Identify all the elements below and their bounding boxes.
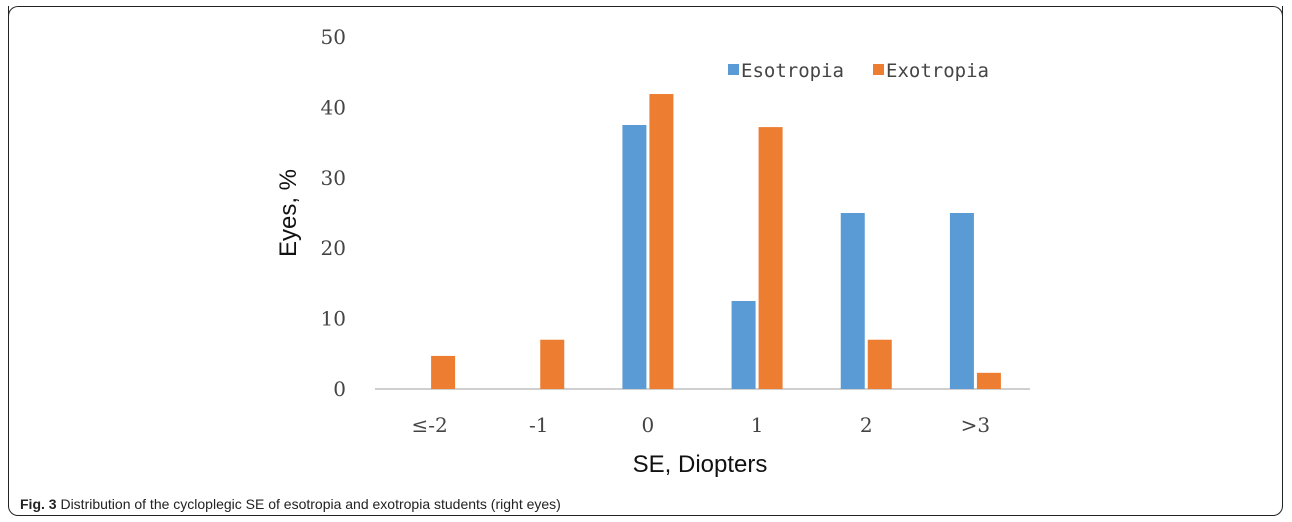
y-tick-label: 10 [321,307,346,331]
figure-caption: Fig. 3 Distribution of the cycloplegic S… [20,496,1270,512]
legend-swatch [728,64,739,75]
esotropia-bar [840,213,865,389]
y-tick-label: 50 [321,25,346,49]
exotropia-bar [540,339,565,389]
esotropia-bar [731,301,756,389]
figure-label: Fig. 3 [20,496,57,512]
x-tick-label: >3 [961,413,990,437]
y-tick-label: 40 [321,95,346,119]
exotropia-bar [431,355,456,389]
y-tick-label: 0 [333,377,346,401]
exotropia-bar [867,339,892,389]
x-tick-label: ≤-2 [411,413,447,437]
exotropia-bar [976,372,1001,389]
legend-label: Exotropia [886,60,989,82]
x-tick-label: 0 [642,413,655,437]
y-axis-title: Eyes, % [275,169,302,257]
y-tick-label: 30 [321,166,346,190]
x-tick-label: 2 [860,413,873,437]
x-tick-label: -1 [529,413,548,437]
y-tick-label: 20 [321,236,346,260]
figure-caption-text: Distribution of the cycloplegic SE of es… [56,496,561,512]
legend-swatch [873,64,884,75]
exotropia-bar [649,94,674,390]
figure-frame [8,6,1283,516]
legend-label: Esotropia [741,60,844,82]
esotropia-bar [622,125,647,389]
x-tick-label: 1 [751,413,764,437]
x-axis-title: SE, Diopters [633,451,768,478]
esotropia-bar [949,213,974,389]
exotropia-bar [758,127,783,389]
